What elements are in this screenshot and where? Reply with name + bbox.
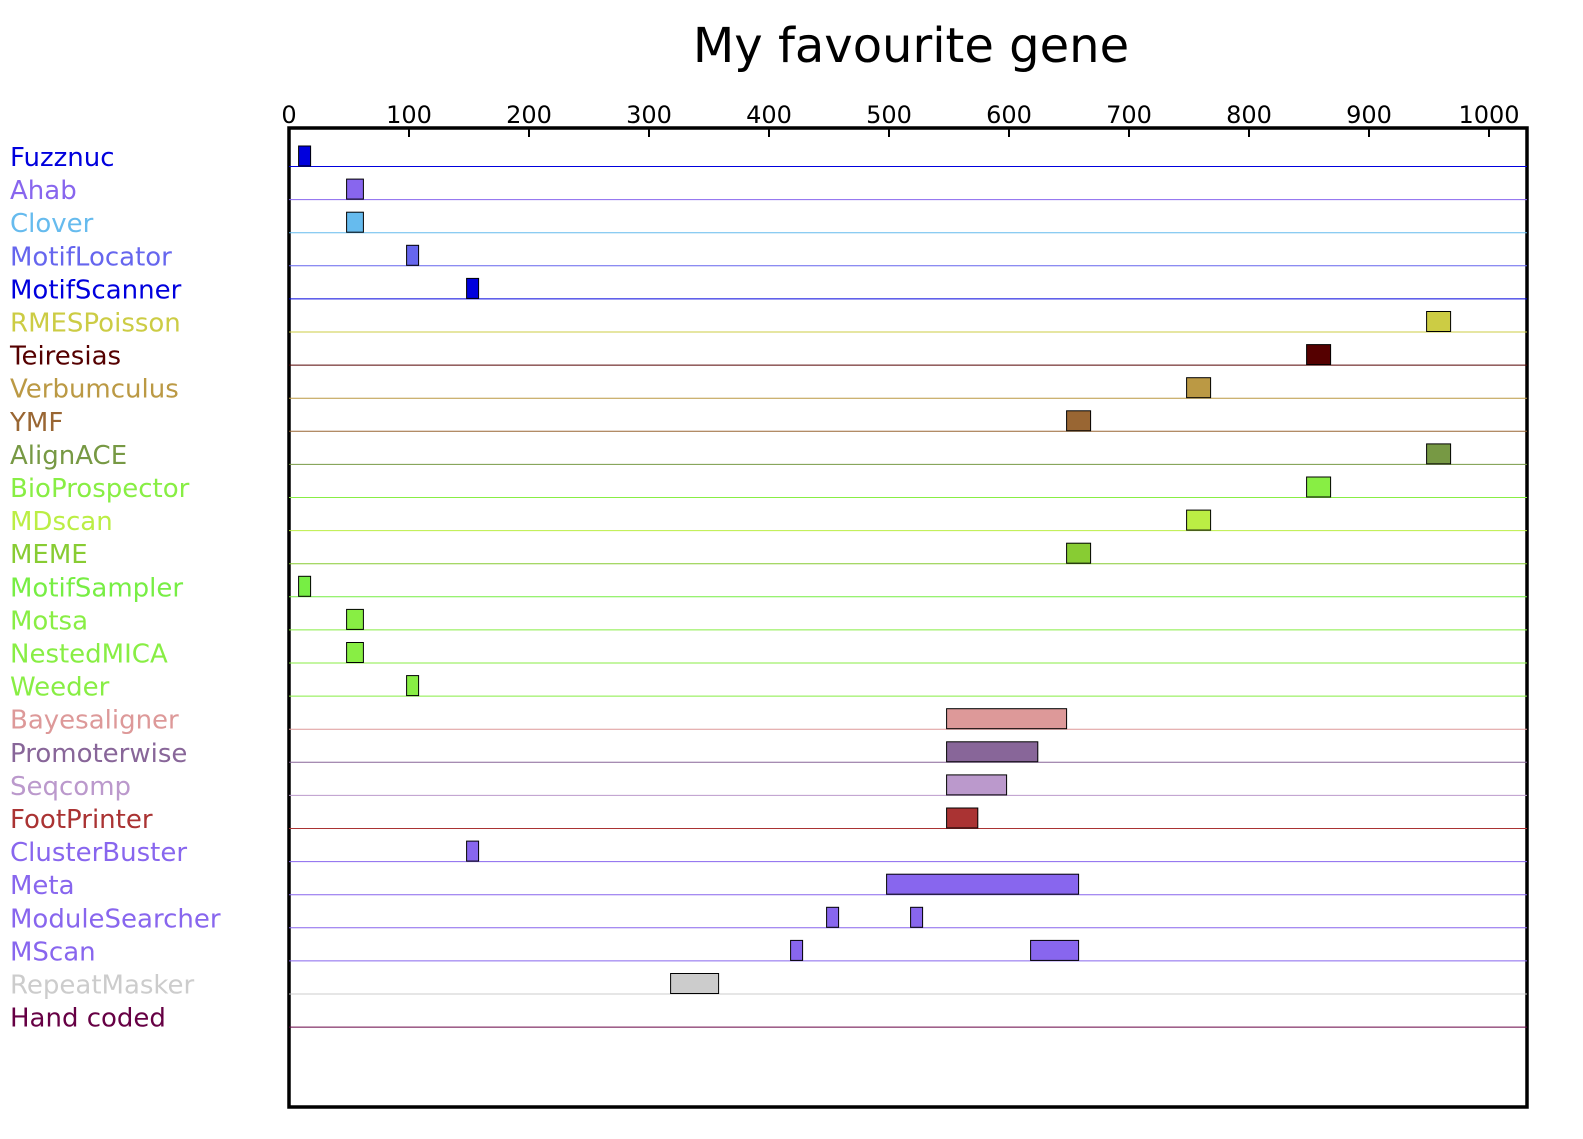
track-label: Promoterwise — [10, 739, 187, 769]
feature-box — [946, 741, 1039, 763]
track-label: ModuleSearcher — [10, 904, 221, 934]
track-label: Teiresias — [9, 342, 121, 372]
track-label: MScan — [10, 937, 96, 967]
feature-box — [910, 906, 924, 928]
track-label: ClusterBuster — [10, 838, 187, 868]
feature-box — [1426, 311, 1452, 332]
track-label: BioProspector — [10, 474, 190, 504]
tracks: FuzznucAhabCloverMotifLocatorMotifScanne… — [9, 143, 1527, 1034]
x-tick-label: 700 — [1106, 101, 1152, 129]
feature-box — [1186, 377, 1212, 399]
track-label: Clover — [10, 209, 94, 239]
x-tick-label: 200 — [506, 101, 552, 129]
x-tick-label: 600 — [986, 101, 1032, 129]
feature-box — [298, 575, 312, 597]
feature-box — [946, 774, 1008, 796]
feature-box — [346, 608, 364, 630]
feature-box — [466, 840, 480, 862]
track-label: MEME — [10, 540, 88, 570]
plot-frame — [287, 126, 1529, 1109]
track-label: RMESPoisson — [10, 309, 181, 339]
feature-box — [946, 807, 979, 829]
feature-box — [406, 244, 420, 266]
x-tick-label: 0 — [281, 101, 296, 129]
feature-box — [1066, 542, 1092, 564]
x-tick-label: 900 — [1346, 101, 1392, 129]
track-label: NestedMICA — [10, 640, 168, 670]
track-label: Bayesaligner — [10, 706, 179, 736]
feature-box — [406, 675, 420, 697]
track-label: Weeder — [10, 673, 110, 703]
feature-box — [946, 708, 1068, 730]
track-label: MotifScanner — [10, 275, 182, 305]
track-label: Motsa — [10, 606, 88, 636]
track-label: FootPrinter — [10, 805, 153, 835]
track-label: MotifSampler — [10, 573, 183, 603]
x-tick-label: 500 — [866, 101, 912, 129]
track-label: AlignACE — [10, 441, 127, 471]
feature-box — [1306, 344, 1332, 366]
x-tick-label: 100 — [386, 101, 432, 129]
feature-box — [1066, 410, 1092, 432]
chart-title: My favourite gene — [693, 18, 1129, 74]
track-label: Ahab — [10, 176, 77, 206]
feature-box — [1306, 476, 1332, 498]
feature-box — [670, 973, 720, 994]
track-label: Seqcomp — [10, 772, 131, 802]
x-tick-label: 400 — [746, 101, 792, 129]
feature-box — [298, 145, 312, 167]
feature-box — [790, 939, 804, 961]
track-label: MDscan — [10, 507, 113, 537]
feature-box — [886, 873, 1080, 895]
track-label: RepeatMasker — [10, 971, 195, 1001]
feature-box — [826, 906, 840, 928]
feature-box — [1030, 939, 1080, 961]
track-label: Hand coded — [10, 1004, 166, 1034]
track-label: Verbumculus — [10, 375, 179, 405]
track-label: Meta — [10, 871, 75, 901]
feature-box — [346, 642, 364, 663]
track-label: YMF — [9, 408, 63, 438]
track-label: MotifLocator — [10, 242, 172, 272]
track-label: Fuzznuc — [10, 143, 115, 173]
feature-box — [346, 211, 364, 233]
feature-box — [346, 178, 364, 200]
x-tick-label: 300 — [626, 101, 672, 129]
feature-box — [1186, 509, 1212, 531]
feature-box — [1426, 443, 1452, 465]
feature-box — [466, 277, 480, 299]
x-axis: 0 100 200 300 400 500 600 700 800 900 1000 — [281, 101, 1520, 137]
x-tick-label: 1000 — [1458, 101, 1519, 129]
x-tick-label: 800 — [1226, 101, 1272, 129]
